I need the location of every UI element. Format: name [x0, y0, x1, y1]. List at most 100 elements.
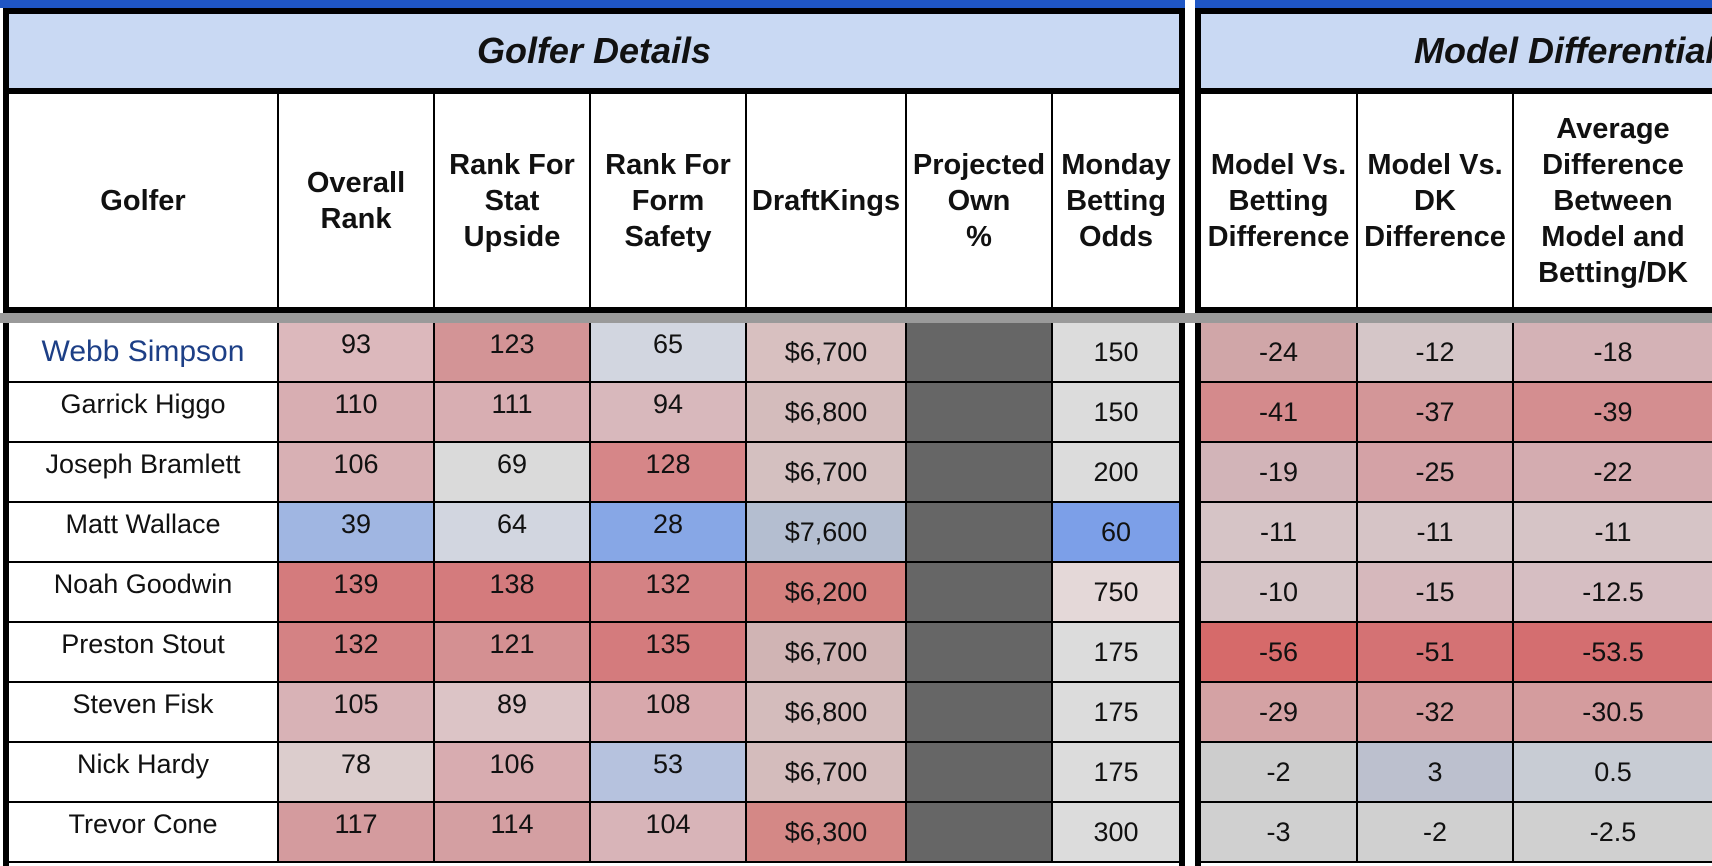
- model-vs-dk-cell: -12: [1358, 323, 1514, 383]
- form-safety-cell: 65: [591, 323, 747, 383]
- mid-border: [1179, 323, 1185, 866]
- stat-upside-cell: 89: [435, 683, 591, 743]
- table-row: Preston Stout 132 121 135 $6,700 175 -56 -51 -53…: [0, 623, 1712, 683]
- overall-rank-cell: 105: [279, 683, 435, 743]
- model-vs-betting-cell: -41: [1201, 383, 1358, 443]
- monday-odds-cell: 200: [1053, 443, 1179, 503]
- golfer-name-cell: Trevor Cone: [9, 803, 279, 863]
- table-row: Noah Goodwin 139 138 132 $6,200 750 -10 -15 -12.…: [0, 563, 1712, 623]
- header-form-safety: Rank For Form Safety: [591, 94, 747, 307]
- header-row-left: Golfer Overall Rank Rank For Stat Upside Rank …: [3, 94, 1185, 313]
- golfer-name-cell: Noah Goodwin: [9, 563, 279, 623]
- header-overall-rank: Overall Rank: [279, 94, 435, 307]
- table-row: Trevor Cone 117 114 104 $6,300 300 -3 -2 -2.5: [0, 803, 1712, 863]
- draftkings-cell: $6,700: [747, 323, 907, 383]
- overall-rank-cell: 78: [279, 743, 435, 803]
- average-difference-cell: -30.5: [1514, 683, 1712, 743]
- table-row: Matt Wallace 39 64 28 $7,600 60 -11 -11 -11: [0, 503, 1712, 563]
- average-difference-cell: -12.5: [1514, 563, 1712, 623]
- column-gap: [1185, 0, 1195, 866]
- monday-odds-cell: 150: [1053, 323, 1179, 383]
- model-vs-dk-cell: -51: [1358, 623, 1514, 683]
- draftkings-cell: $7,600: [747, 503, 907, 563]
- golfer-name-cell: Garrick Higgo: [9, 383, 279, 443]
- header-model-vs-betting: Model Vs. Betting Difference: [1201, 94, 1358, 307]
- top-strip: [0, 0, 1712, 8]
- separator-bar: [0, 313, 1712, 323]
- monday-odds-cell: 60: [1053, 503, 1179, 563]
- header-golfer: Golfer: [9, 94, 279, 307]
- overall-rank-cell: 39: [279, 503, 435, 563]
- model-vs-betting-cell: -11: [1201, 503, 1358, 563]
- form-safety-cell: 128: [591, 443, 747, 503]
- table-row: Joseph Bramlett 106 69 128 $6,700 200 -19 -25 -2…: [0, 443, 1712, 503]
- average-difference-cell: -11: [1514, 503, 1712, 563]
- golfer-name-cell[interactable]: Webb Simpson: [9, 323, 279, 383]
- model-vs-dk-cell: -32: [1358, 683, 1514, 743]
- model-vs-dk-cell: 3: [1358, 743, 1514, 803]
- model-vs-betting-cell: -19: [1201, 443, 1358, 503]
- average-difference-cell: -39: [1514, 383, 1712, 443]
- stat-upside-cell: 64: [435, 503, 591, 563]
- projected-own-cell: [907, 743, 1053, 803]
- monday-odds-cell: 175: [1053, 743, 1179, 803]
- average-difference-cell: -18: [1514, 323, 1712, 383]
- projected-own-cell: [907, 323, 1053, 383]
- overall-rank-cell: 132: [279, 623, 435, 683]
- monday-odds-cell: 150: [1053, 383, 1179, 443]
- draftkings-cell: $6,700: [747, 743, 907, 803]
- table-row: Webb Simpson 93 123 65 $6,700 150 -24 -12 -18: [0, 323, 1712, 383]
- projected-own-cell: [907, 623, 1053, 683]
- draftkings-cell: $6,300: [747, 803, 907, 863]
- golfer-name-cell: Nick Hardy: [9, 743, 279, 803]
- overall-rank-cell: 93: [279, 323, 435, 383]
- right-section-border: [1195, 323, 1201, 866]
- average-difference-cell: -53.5: [1514, 623, 1712, 683]
- model-vs-betting-cell: -56: [1201, 623, 1358, 683]
- form-safety-cell: 108: [591, 683, 747, 743]
- model-vs-dk-cell: -11: [1358, 503, 1514, 563]
- header-projected-own: Projected Own%: [907, 94, 1053, 307]
- header-monday-odds: Monday Betting Odds: [1061, 148, 1171, 253]
- overall-rank-cell: 139: [279, 563, 435, 623]
- model-vs-betting-cell: -29: [1201, 683, 1358, 743]
- golfer-name-cell: Preston Stout: [9, 623, 279, 683]
- left-border: [3, 323, 9, 866]
- monday-odds-cell: 300: [1053, 803, 1179, 863]
- stat-upside-cell: 138: [435, 563, 591, 623]
- projected-own-cell: [907, 683, 1053, 743]
- golfer-name-cell: Steven Fisk: [9, 683, 279, 743]
- overall-rank-cell: 106: [279, 443, 435, 503]
- model-vs-dk-cell: -2: [1358, 803, 1514, 863]
- stat-upside-cell: 69: [435, 443, 591, 503]
- stat-upside-cell: 114: [435, 803, 591, 863]
- header-draftkings: DraftKings: [747, 94, 907, 307]
- monday-odds-cell: 175: [1053, 623, 1179, 683]
- table-row: Nick Hardy 78 106 53 $6,700 175 -2 3 0.5: [0, 743, 1712, 803]
- draftkings-cell: $6,700: [747, 623, 907, 683]
- form-safety-cell: 135: [591, 623, 747, 683]
- overall-rank-cell: 117: [279, 803, 435, 863]
- model-vs-betting-cell: -24: [1201, 323, 1358, 383]
- header-stat-upside: Rank For Stat Upside: [435, 94, 591, 307]
- projected-own-cell: [907, 383, 1053, 443]
- section-title-model-differential: Model Differential: [1195, 8, 1712, 94]
- golfer-name-cell: Matt Wallace: [9, 503, 279, 563]
- projected-own-cell: [907, 803, 1053, 863]
- form-safety-cell: 53: [591, 743, 747, 803]
- model-vs-betting-cell: -2: [1201, 743, 1358, 803]
- average-difference-cell: -22: [1514, 443, 1712, 503]
- table-row: Garrick Higgo 110 111 94 $6,800 150 -41 -37 -39: [0, 383, 1712, 443]
- form-safety-cell: 28: [591, 503, 747, 563]
- model-vs-betting-cell: -10: [1201, 563, 1358, 623]
- model-vs-betting-cell: -3: [1201, 803, 1358, 863]
- model-vs-dk-cell: -37: [1358, 383, 1514, 443]
- projected-own-cell: [907, 563, 1053, 623]
- table-row: Steven Fisk 105 89 108 $6,800 175 -29 -32 -30.5: [0, 683, 1712, 743]
- model-vs-dk-cell: -15: [1358, 563, 1514, 623]
- golfer-name-cell: Joseph Bramlett: [9, 443, 279, 503]
- average-difference-cell: 0.5: [1514, 743, 1712, 803]
- draftkings-cell: $6,800: [747, 683, 907, 743]
- stat-upside-cell: 123: [435, 323, 591, 383]
- stat-upside-cell: 111: [435, 383, 591, 443]
